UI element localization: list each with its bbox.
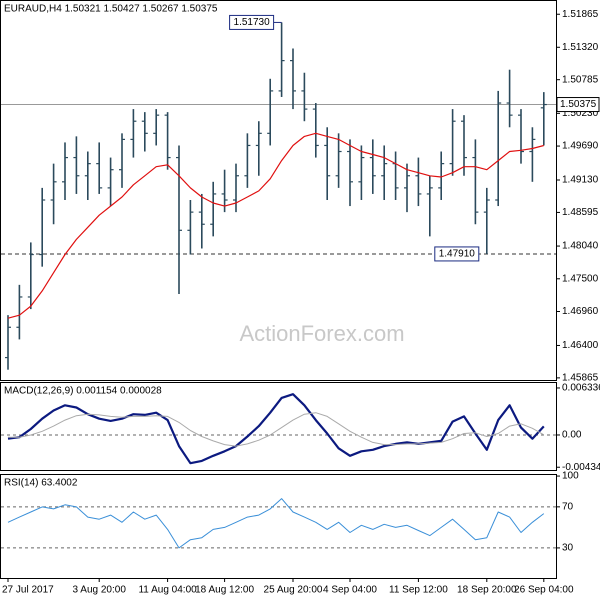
y-tick-label: 1.47500 <box>562 273 599 284</box>
x-tick-label: 4 Sep 04:00 <box>323 585 377 596</box>
x-tick-label: 3 Aug 20:00 <box>73 585 127 596</box>
series-line <box>7 393 545 465</box>
y-tick-label: 0.006336 <box>562 383 600 394</box>
x-tick-label: 11 Aug 04:00 <box>138 585 197 596</box>
y-tick-label: 1.49690 <box>562 141 599 152</box>
y-tick-label: 1.51865 <box>562 9 599 20</box>
price-panel <box>0 0 557 381</box>
y-tick-label: 1.46960 <box>562 306 599 317</box>
panel-title: RSI(14) 63.4002 <box>4 478 78 489</box>
series-line <box>7 498 545 549</box>
watermark: ActionForex.com <box>239 321 404 346</box>
y-tick-label: 1.48040 <box>562 241 599 252</box>
x-tick-label: 18 Aug 12:00 <box>195 585 254 596</box>
support-label: 1.47910 <box>439 249 476 260</box>
x-tick-label: 11 Sep 12:00 <box>389 585 448 596</box>
macd-panel <box>0 382 557 471</box>
x-tick-label: 27 Jul 2017 <box>2 585 54 596</box>
series-line <box>8 412 545 447</box>
peak-label: 1.51730 <box>234 17 271 28</box>
y-tick-label: 70 <box>562 501 574 512</box>
y-tick-label: 1.50785 <box>562 74 599 85</box>
y-tick-label: 30 <box>562 543 574 554</box>
peak-box <box>229 14 275 30</box>
y-tick-label: -0.004347 <box>562 462 600 473</box>
y-tick-label: 0.00 <box>562 430 582 441</box>
x-tick-label: 25 Aug 20:00 <box>264 585 323 596</box>
y-tick-label: 1.49130 <box>562 175 599 186</box>
y-tick-label: 1.46400 <box>562 340 599 351</box>
support-box <box>434 246 480 262</box>
y-tick-label: 1.51320 <box>562 42 599 53</box>
y-tick-label: 1.45865 <box>562 373 599 384</box>
rsi-panel <box>0 474 557 579</box>
current-price-box <box>556 97 600 113</box>
panel-title: EURAUD,H4 1.50321 1.50427 1.50267 1.5037… <box>4 4 218 15</box>
x-tick-label: 18 Sep 20:00 <box>457 585 517 596</box>
current-price-label: 1.50375 <box>560 99 597 110</box>
y-tick-label: 1.50230 <box>562 108 599 119</box>
panel-title: MACD(12,26,9) 0.001154 0.000028 <box>4 386 162 397</box>
series-line <box>7 132 544 319</box>
x-tick-label: 26 Sep 04:00 <box>514 585 574 596</box>
y-tick-label: 100 <box>562 471 579 482</box>
y-tick-label: 1.48595 <box>562 207 599 218</box>
